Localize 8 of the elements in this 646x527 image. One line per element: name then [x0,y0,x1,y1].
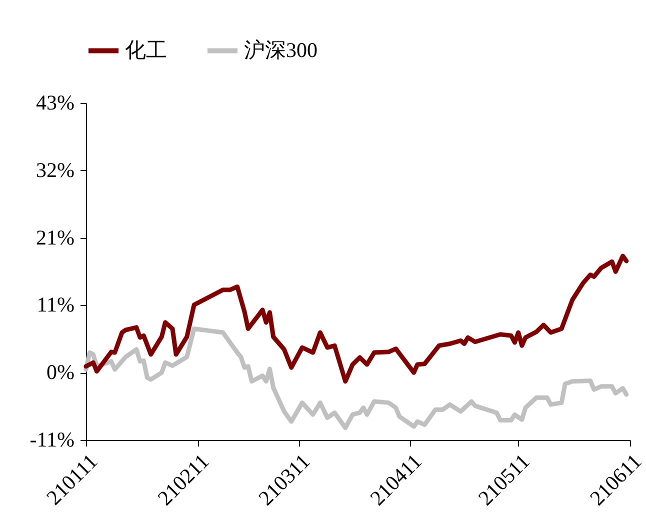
y-tick-label: 0% [46,360,74,384]
y-tick-label: 21% [36,225,74,250]
legend-label: 沪深300 [244,38,318,62]
y-tick-label: 32% [36,158,74,182]
y-tick-label: 43% [36,90,74,114]
y-tick-label: 11% [36,292,74,317]
y-tick-label: -11% [30,428,74,452]
legend-label: 化工 [125,38,167,62]
